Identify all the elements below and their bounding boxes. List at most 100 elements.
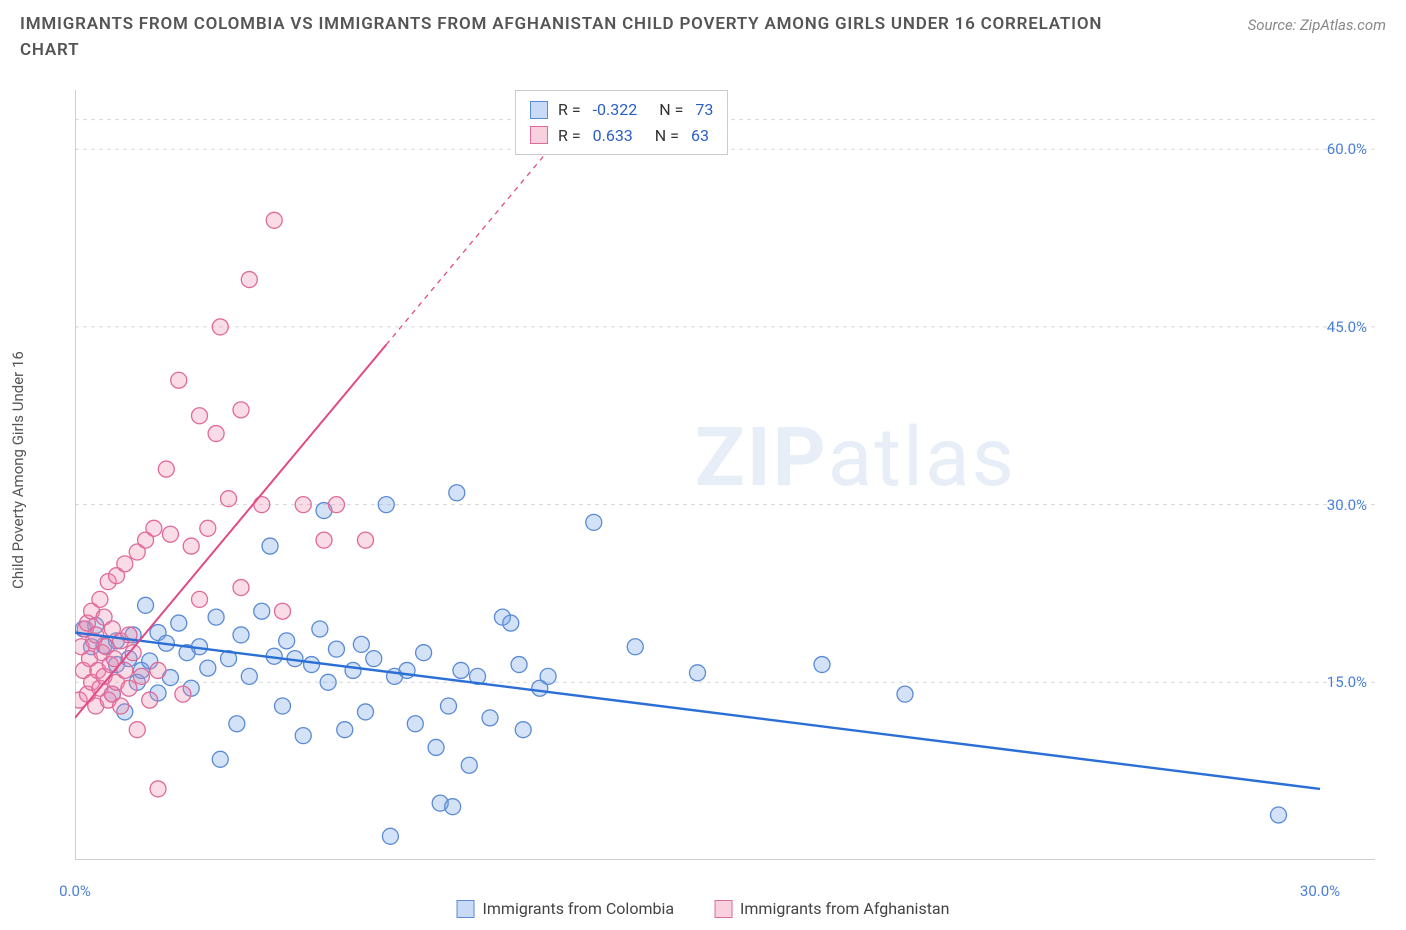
point-afghanistan: [295, 497, 311, 513]
y-tick-label: 45.0%: [1327, 318, 1367, 336]
point-afghanistan: [275, 603, 291, 619]
legend-item-afghanistan: Immigrants from Afghanistan: [714, 899, 949, 918]
point-colombia: [358, 704, 374, 720]
point-colombia: [337, 722, 353, 738]
point-afghanistan: [183, 538, 199, 554]
point-afghanistan: [192, 408, 208, 424]
point-colombia: [586, 514, 602, 530]
legend-item-colombia: Immigrants from Colombia: [457, 899, 675, 918]
point-colombia: [503, 615, 519, 631]
point-colombia: [295, 728, 311, 744]
chart-header: IMMIGRANTS FROM COLOMBIA VS IMMIGRANTS F…: [0, 0, 1406, 71]
point-afghanistan: [117, 556, 133, 572]
n-value: 63: [691, 123, 709, 149]
point-colombia: [200, 660, 216, 676]
point-afghanistan: [146, 520, 162, 536]
point-afghanistan: [233, 580, 249, 596]
trendline-colombia: [75, 633, 1320, 789]
x-tick-label: 0.0%: [59, 882, 91, 900]
point-colombia: [254, 603, 270, 619]
point-afghanistan: [175, 686, 191, 702]
point-afghanistan: [192, 591, 208, 607]
r-label: R =: [558, 123, 581, 149]
stats-row-afghanistan: R = 0.633 N = 63: [530, 123, 713, 149]
swatch-pink-icon: [714, 900, 732, 918]
point-afghanistan: [208, 426, 224, 442]
y-tick-label: 60.0%: [1327, 140, 1367, 158]
swatch-blue-icon: [530, 101, 548, 119]
point-colombia: [814, 657, 830, 673]
point-colombia: [515, 722, 531, 738]
legend-label: Immigrants from Colombia: [483, 899, 675, 918]
trendline-ext-afghanistan: [386, 146, 552, 345]
point-colombia: [353, 636, 369, 652]
stats-legend-box: R = -0.322 N = 73 R = 0.633 N = 63: [515, 90, 728, 155]
point-colombia: [482, 710, 498, 726]
point-colombia: [279, 633, 295, 649]
point-colombia: [328, 641, 344, 657]
n-label: N =: [655, 123, 679, 149]
chart-source: Source: ZipAtlas.com: [1248, 16, 1386, 34]
point-colombia: [449, 485, 465, 501]
scatter-plot: [75, 90, 1375, 860]
point-colombia: [233, 627, 249, 643]
point-afghanistan: [241, 272, 257, 288]
swatch-blue-icon: [457, 900, 475, 918]
y-axis-label: Child Poverty Among Girls Under 16: [9, 351, 27, 589]
point-afghanistan: [150, 781, 166, 797]
r-label: R =: [558, 97, 581, 123]
point-colombia: [407, 716, 423, 732]
point-afghanistan: [92, 591, 108, 607]
chart-title: IMMIGRANTS FROM COLOMBIA VS IMMIGRANTS F…: [20, 12, 1140, 63]
point-colombia: [320, 674, 336, 690]
point-afghanistan: [221, 491, 237, 507]
point-afghanistan: [158, 461, 174, 477]
point-colombia: [208, 609, 224, 625]
y-tick-label: 15.0%: [1327, 673, 1367, 691]
point-colombia: [445, 799, 461, 815]
point-colombia: [540, 668, 556, 684]
y-tick-label: 30.0%: [1327, 496, 1367, 514]
r-value: 0.633: [593, 123, 633, 149]
point-afghanistan: [266, 212, 282, 228]
point-colombia: [897, 686, 913, 702]
point-colombia: [382, 828, 398, 844]
point-colombia: [378, 497, 394, 513]
legend-label: Immigrants from Afghanistan: [740, 899, 949, 918]
point-afghanistan: [254, 497, 270, 513]
point-colombia: [212, 751, 228, 767]
n-value: 73: [695, 97, 713, 123]
stats-row-colombia: R = -0.322 N = 73: [530, 97, 713, 123]
point-colombia: [511, 657, 527, 673]
point-colombia: [416, 645, 432, 661]
swatch-pink-icon: [530, 126, 548, 144]
point-afghanistan: [328, 497, 344, 513]
point-afghanistan: [316, 532, 332, 548]
n-label: N =: [659, 97, 683, 123]
point-afghanistan: [129, 722, 145, 738]
point-colombia: [461, 757, 477, 773]
point-colombia: [171, 615, 187, 631]
point-afghanistan: [233, 402, 249, 418]
point-afghanistan: [133, 668, 149, 684]
point-colombia: [241, 668, 257, 684]
point-colombia: [138, 597, 154, 613]
point-afghanistan: [113, 698, 129, 714]
point-afghanistan: [171, 372, 187, 388]
point-colombia: [304, 657, 320, 673]
point-afghanistan: [212, 319, 228, 335]
point-colombia: [345, 662, 361, 678]
r-value: -0.322: [593, 97, 638, 123]
point-afghanistan: [200, 520, 216, 536]
point-afghanistan: [121, 680, 137, 696]
point-colombia: [262, 538, 278, 554]
chart-area: ZIPatlas R = -0.322 N = 73 R = 0.633 N =…: [75, 90, 1375, 860]
point-afghanistan: [358, 532, 374, 548]
point-colombia: [1271, 807, 1287, 823]
point-afghanistan: [150, 662, 166, 678]
point-colombia: [441, 698, 457, 714]
point-colombia: [690, 665, 706, 681]
bottom-legend: Immigrants from Colombia Immigrants from…: [457, 899, 950, 918]
point-colombia: [229, 716, 245, 732]
point-colombia: [453, 662, 469, 678]
